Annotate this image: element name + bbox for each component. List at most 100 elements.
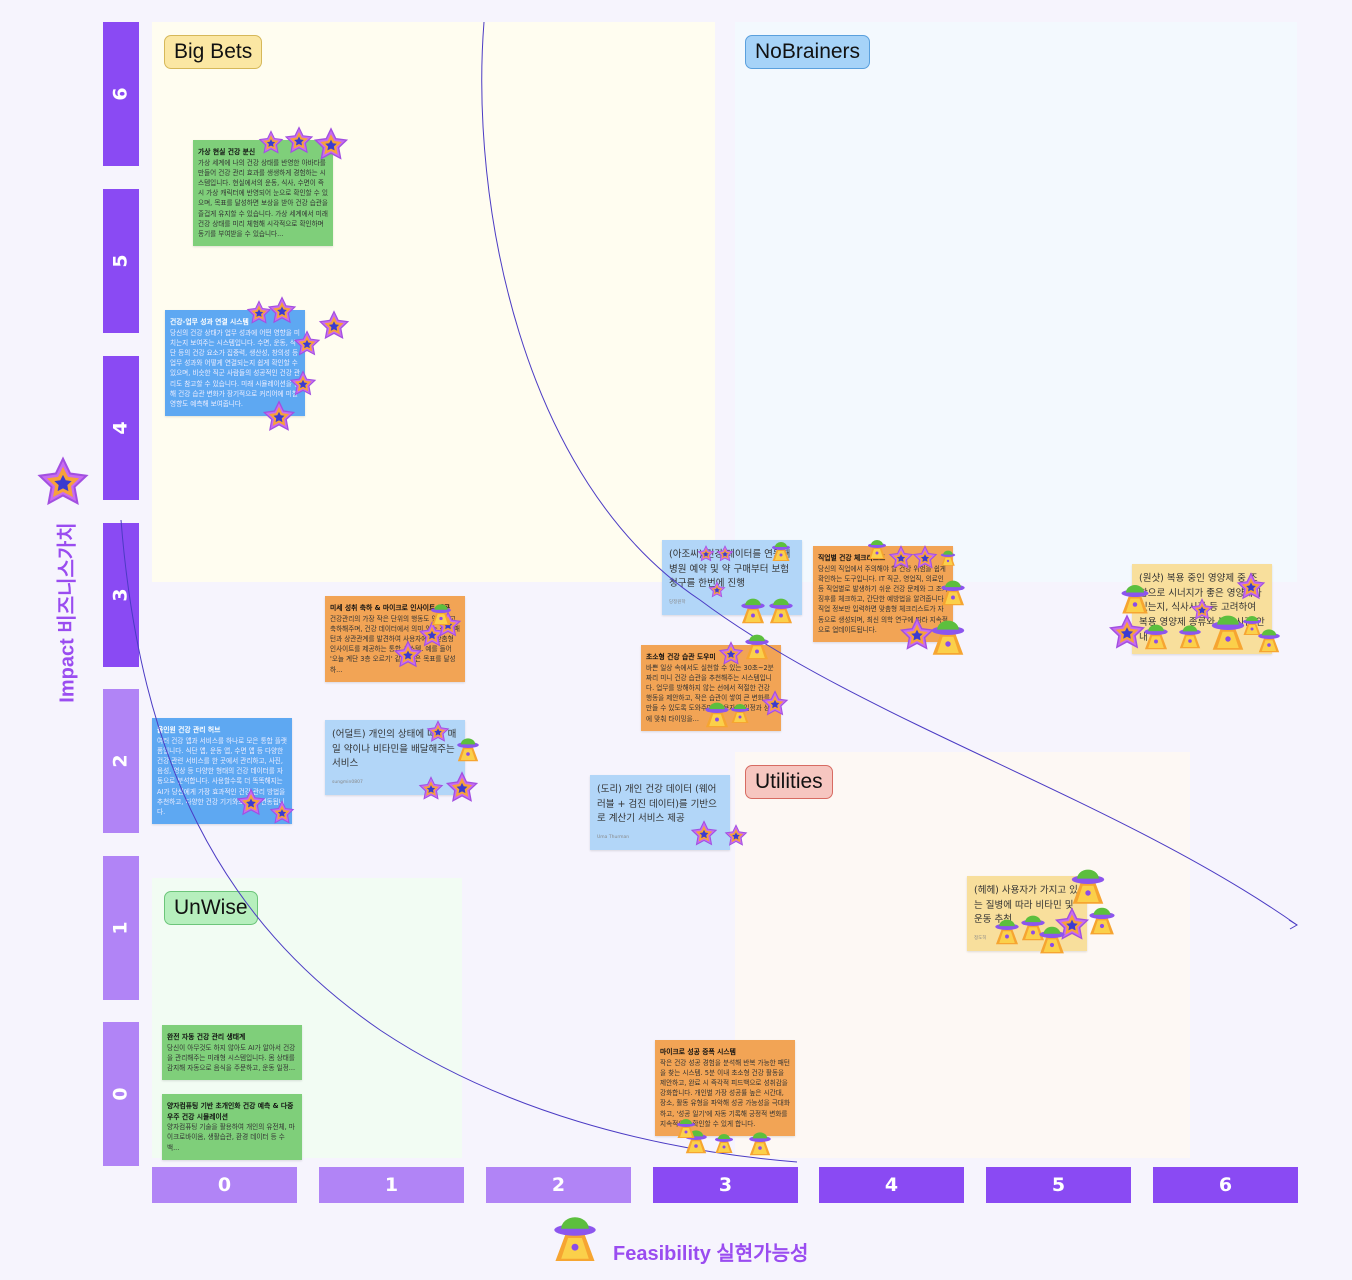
x-axis-title: Feasibility 실현가능성: [613, 1243, 809, 1265]
ufo-icon: [744, 632, 770, 661]
y-tick-5: 5: [103, 189, 139, 333]
x-tick-4: 4: [819, 1167, 964, 1203]
ufo-icon: [740, 596, 766, 625]
star-icon: [690, 820, 718, 848]
x-tick-2: 2: [486, 1167, 631, 1203]
sticky-body: 건강관리의 가장 작은 단위의 행동도 인식하고 축하해주며, 건강 데이터에서…: [330, 614, 460, 674]
ufo-icon: [940, 549, 956, 567]
ufo-icon: [456, 736, 480, 762]
ufo-icon: [704, 700, 730, 729]
sticky-body: 양자컴퓨팅 기술을 활용하여 개인의 유전체, 마이크로바이옴, 생활습관, 환…: [167, 1123, 295, 1152]
y-tick-0: 0: [103, 1022, 139, 1166]
ufo-icon: [771, 540, 791, 562]
x-tick-0: 0: [152, 1167, 297, 1203]
star-icon: [1236, 572, 1266, 602]
sticky-title: 직업별 건강 체크리스트: [818, 554, 886, 562]
ufo-icon: [994, 917, 1020, 946]
star-icon: [293, 330, 321, 358]
ufo-icon: [1088, 905, 1116, 936]
sticky-title: 완전 자동 건강 관리 생태계: [167, 1033, 246, 1041]
sticky-title: 미세 성취 축하 & 마이크로 인사이트 제공: [330, 604, 451, 612]
ufo-icon: [930, 617, 966, 657]
star-icon: [761, 690, 789, 718]
sticky-title: 가상 현실 건강 분신: [198, 148, 256, 156]
utilities-label: Utilities: [745, 765, 833, 799]
y-tick-1: 1: [103, 856, 139, 1000]
star-icon: [262, 400, 296, 434]
ufo-icon: [1070, 866, 1106, 906]
sticky-title: 건강-업무 성과 연결 시스템: [170, 318, 249, 326]
star-icon: [426, 720, 450, 744]
star-icon: [258, 130, 284, 156]
star-icon: [716, 545, 734, 563]
ufo-icon: [676, 1117, 696, 1139]
ufo-icon: [748, 1130, 772, 1156]
y-tick-2: 2: [103, 689, 139, 833]
ufo-icon: [1210, 612, 1246, 652]
sticky-author: sungmin0807: [332, 780, 363, 786]
sticky-title: 마이크로 성공 증폭 시스템: [660, 1048, 736, 1056]
ufo-icon: [1257, 627, 1281, 653]
big-bets-label: Big Bets: [164, 35, 263, 69]
ufo-icon: [714, 1132, 734, 1154]
star-icon: [267, 296, 297, 326]
ufo-icon: [768, 596, 794, 625]
x-tick-1: 1: [319, 1167, 464, 1203]
sticky-body: (도리) 개인 건강 데이터 (웨어러블 + 검진 데이터)를 기반으로 계산기…: [597, 784, 717, 825]
sticky-body: 가상 세계에 나의 건강 상태를 반영한 아바타를 만들어 건강 관리 효과를 …: [198, 158, 328, 239]
sticky-body: 당신의 직업에서 주의해야 할 건강 위험을 쉽게 확인하는 도구입니다. IT…: [818, 564, 948, 634]
quadrant-big-bets: [152, 22, 715, 582]
star-icon: [912, 545, 938, 571]
star-icon: [724, 824, 748, 848]
ufo-icon: [730, 702, 750, 724]
star-icon: [313, 127, 349, 163]
ufo-icon: [1143, 622, 1169, 651]
x-tick-5: 5: [986, 1167, 1131, 1203]
star-icon: [284, 126, 314, 156]
sticky-body: (헤헤) 사용자가 가지고 있는 질병에 따라 비타민 및 운동 추천: [974, 885, 1078, 926]
star-icon: [697, 545, 715, 563]
sticky-body: 당신이 아무것도 하지 않아도 AI가 알아서 건강을 관리해주는 미래형 시스…: [167, 1043, 296, 1072]
sticky-title: 올인원 건강 관리 허브: [157, 726, 221, 734]
sticky-author: Uma Thurman: [597, 835, 630, 841]
x-tick-6: 6: [1153, 1167, 1298, 1203]
curve-connector: [481, 21, 1298, 926]
star-icon: [269, 800, 295, 826]
sticky-title: 양자컴퓨팅 기반 초개인화 건강 예측 & 다중우주 건강 시뮬레이션: [167, 1102, 294, 1121]
y-tick-6: 6: [103, 22, 139, 166]
curve-connector: [120, 519, 798, 1163]
star-icon: [445, 771, 479, 805]
star-icon: [418, 776, 444, 802]
arrowhead: [1288, 919, 1298, 930]
sticky-author: 당정원학: [669, 600, 686, 606]
no-brainers-label: NoBrainers: [745, 35, 871, 69]
sticky-title: 초소형 건강 습관 도우미: [646, 653, 716, 661]
star-icon: [888, 545, 914, 571]
sticky-body: 여러 건강 앱과 서비스를 하나로 모은 통합 플랫폼입니다. 식단 앱, 운동…: [157, 736, 287, 817]
ufo-icon: [430, 602, 452, 626]
x-tick-3: 3: [653, 1167, 798, 1203]
star-icon: [289, 370, 317, 398]
ufo-icon: [1120, 582, 1150, 615]
ufo-icon: [1178, 623, 1202, 649]
sticky-author: 정도히: [974, 936, 987, 942]
y-tick-3: 3: [103, 523, 139, 667]
sticky-note[interactable]: (도리) 개인 건강 데이터 (웨어러블 + 검진 데이터)를 기반으로 계산기…: [590, 775, 730, 851]
ufo-icon: [1038, 924, 1066, 955]
star-icon: [708, 581, 726, 599]
sticky-body: 작은 건강 성공 경험을 분석해 반복 가능한 패턴을 찾는 시스템. 5분 이…: [660, 1058, 790, 1128]
star-icon: [1108, 614, 1146, 652]
ufo-icon: [867, 538, 887, 560]
sticky-body: 당신의 건강 상태가 업무 성과에 어떤 영향을 미치는지 보여주는 시스템입니…: [170, 328, 300, 409]
sticky-body: (어덜트) 개인의 상태에 따라 매일 약이나 비타민을 배달해주는 서비스: [332, 729, 457, 770]
ufo-icon: [940, 578, 966, 607]
star-icon: [318, 310, 350, 342]
